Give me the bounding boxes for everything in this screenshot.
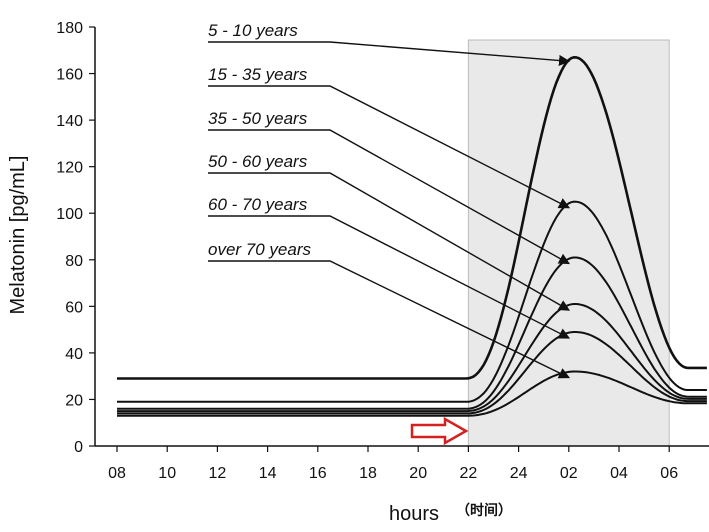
series-line — [117, 370, 707, 417]
red-arrow-icon — [410, 416, 469, 446]
series-line — [117, 55, 707, 380]
x-tick-label: 14 — [259, 465, 277, 482]
x-tick-label: 06 — [660, 465, 678, 482]
x-tick-label: 20 — [409, 465, 427, 482]
x-tick-label: 08 — [108, 465, 126, 482]
series-labels: 5 - 10 years 15 - 35 years 35 - 50 years 50… — [208, 21, 571, 379]
y-tick-label: 40 — [65, 346, 83, 363]
y-tick-label: 60 — [65, 299, 83, 316]
y-tick-label: 80 — [65, 253, 83, 270]
series-label: 60 - 70 years — [208, 195, 308, 214]
series-line — [117, 303, 707, 413]
series-label: 15 - 35 years — [208, 65, 308, 84]
y-tick-label: 20 — [65, 392, 83, 409]
leader-arrow — [208, 129, 571, 265]
x-tick-label: 24 — [510, 465, 528, 482]
leader-arrow — [208, 215, 571, 339]
x-axis-title-note: （时间） — [456, 502, 512, 519]
x-ticks: 08101214161820222402040608 — [108, 446, 678, 482]
series-label: 35 - 50 years — [208, 109, 308, 128]
x-tick-label: 16 — [309, 465, 327, 482]
series-line — [117, 331, 707, 415]
y-tick-label: 140 — [56, 113, 83, 130]
series-label: over 70 years — [208, 240, 311, 259]
x-tick-label: 10 — [158, 465, 176, 482]
y-tick-label: 100 — [56, 206, 83, 223]
series-line — [117, 200, 707, 403]
leader-arrow — [208, 85, 571, 209]
x-axis-title: hours — [389, 503, 439, 525]
x-tick-label: 02 — [560, 465, 578, 482]
series-label: 5 - 10 years — [208, 21, 298, 40]
y-tick-label: 160 — [56, 67, 83, 84]
x-tick-label: 22 — [460, 465, 478, 482]
y-tick-label: 120 — [56, 160, 83, 177]
y-ticks: 0 20 40 60 80 100 120 140 160 180 — [56, 20, 95, 456]
x-tick-label: 04 — [610, 465, 628, 482]
x-tick-label: 18 — [359, 465, 377, 482]
leader-arrow — [208, 41, 571, 67]
leader-arrow — [208, 172, 571, 311]
y-tick-label: 0 — [74, 439, 83, 456]
series-curves — [117, 55, 707, 417]
series-line — [117, 256, 707, 410]
series-label: 50 - 60 years — [208, 152, 308, 171]
y-axis-title: Melatonin [pg/mL] — [7, 156, 29, 315]
y-tick-label: 180 — [56, 20, 83, 37]
leader-arrow — [208, 260, 571, 379]
x-tick-label: 12 — [209, 465, 227, 482]
